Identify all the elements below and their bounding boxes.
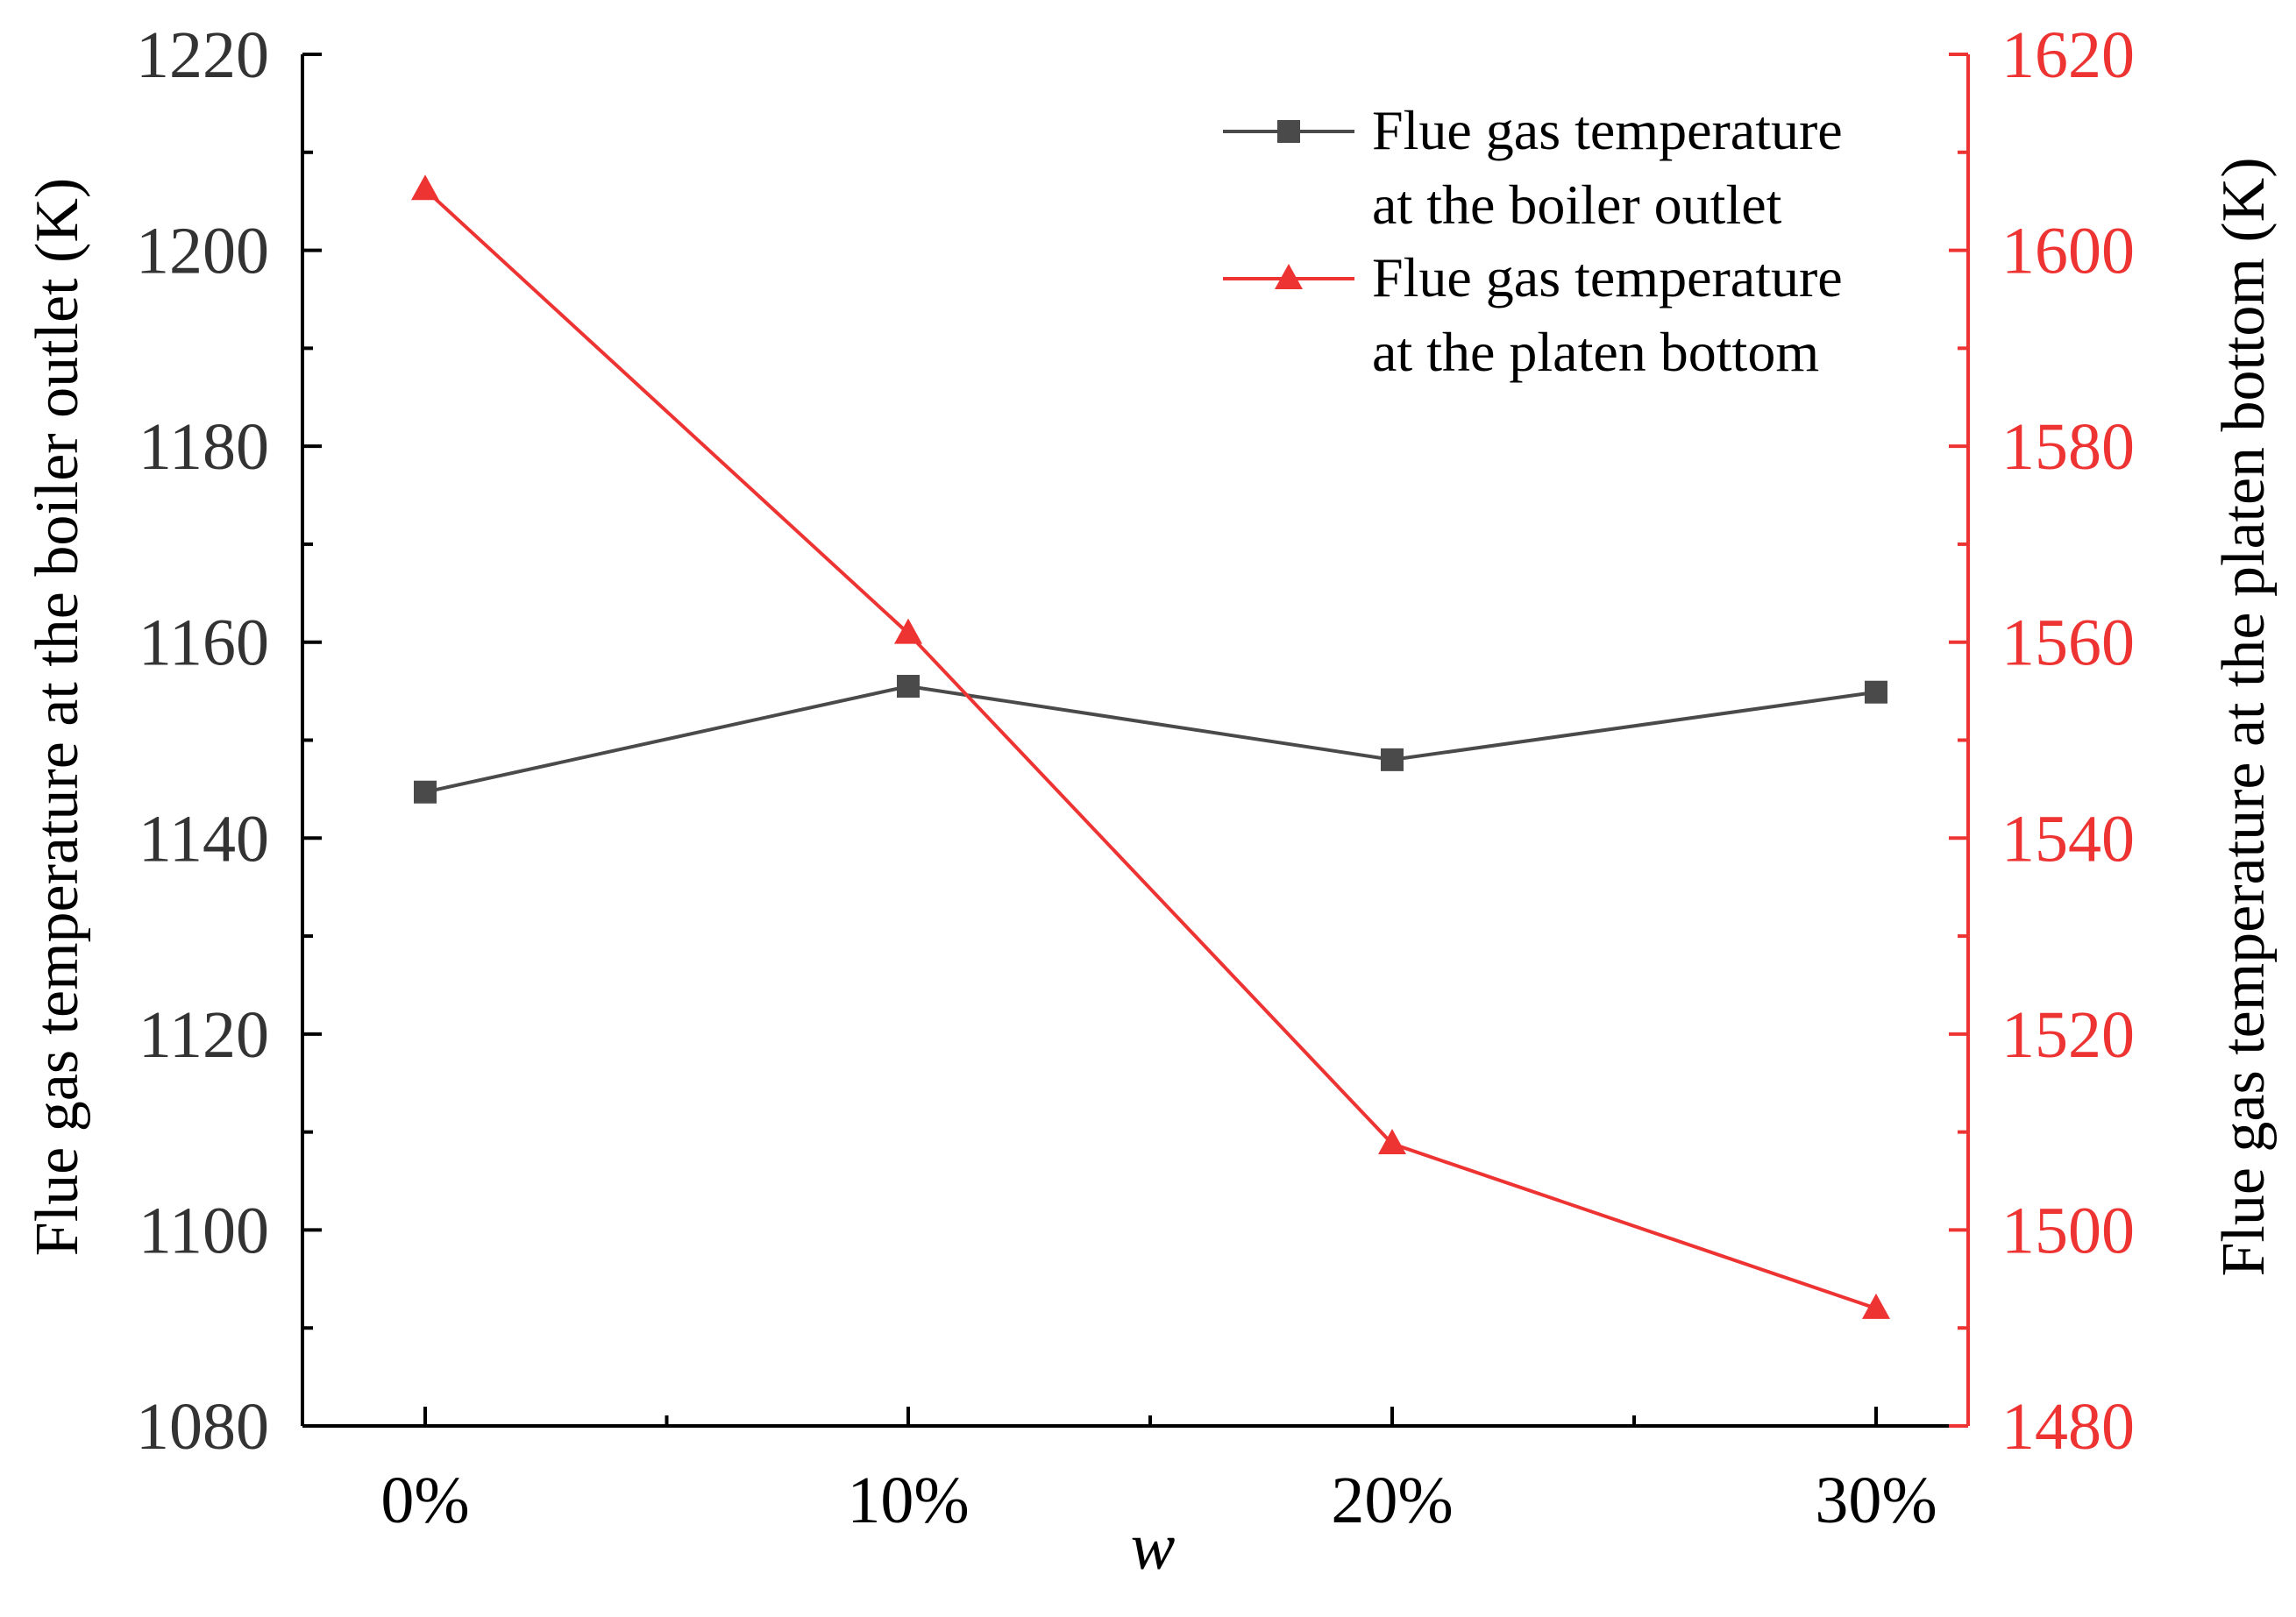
x-tick-label: 30% <box>1815 1464 1937 1537</box>
y-left-tick-label: 1220 <box>136 18 269 92</box>
x-tick-label: 0% <box>380 1464 469 1537</box>
legend-label-line-1: Flue gas temperature <box>1372 99 1843 161</box>
data-point-triangle <box>894 618 922 644</box>
data-point-triangle <box>1862 1293 1890 1319</box>
x-tick-label: 10% <box>847 1464 969 1537</box>
y-left-tick-label: 1160 <box>139 606 269 680</box>
right-axis-ticks: 1480 1500 1520 1540 1560 1580 1600 1620 <box>1949 18 2135 1464</box>
y-left-tick-label: 1180 <box>139 410 269 484</box>
series-line <box>424 684 1877 794</box>
y-right-tick-label: 1520 <box>2001 998 2135 1072</box>
data-point-square <box>897 675 920 699</box>
legend-marker-triangle <box>1275 264 1303 289</box>
x-axis-ticks: 0% 10% 20% 30% <box>380 1407 1937 1537</box>
legend-item-2: Flue gas temperature at the platen bottom <box>1223 246 1843 383</box>
y-right-tick-label: 1600 <box>2001 215 2135 288</box>
y-axis-right-title: Flue gas temperature at the platen botto… <box>2210 157 2278 1276</box>
x-tick-label: 20% <box>1331 1464 1453 1537</box>
y-right-tick-label: 1620 <box>2001 18 2135 92</box>
data-point-triangle <box>1378 1129 1406 1155</box>
series-layer <box>411 174 1890 1319</box>
series-line <box>423 188 1877 1310</box>
y-left-tick-label: 1120 <box>139 998 269 1072</box>
series-1 <box>414 675 1887 804</box>
legend-label-line-2: at the platen bottom <box>1372 321 1819 383</box>
y-left-tick-label: 1080 <box>136 1390 269 1464</box>
legend-item-1: Flue gas temperature at the boiler outlet <box>1223 99 1843 236</box>
left-axis-ticks: 1080 1100 1120 1140 1160 1180 1200 1220 <box>136 18 322 1464</box>
legend: Flue gas temperature at the boiler outlet… <box>1223 99 1843 383</box>
y-right-tick-label: 1560 <box>2001 606 2135 680</box>
y-axis-left-title: Flue gas temperature at the boiler outle… <box>24 178 91 1256</box>
y-left-tick-label: 1140 <box>139 802 269 876</box>
y-right-tick-label: 1500 <box>2001 1194 2135 1267</box>
y-right-tick-label: 1480 <box>2001 1390 2135 1464</box>
legend-label-line-1: Flue gas temperature <box>1372 246 1843 309</box>
legend-marker-square <box>1277 120 1300 143</box>
legend-label-line-2: at the boiler outlet <box>1372 174 1782 236</box>
x-axis-title: w <box>1131 1510 1176 1584</box>
data-point-square <box>414 780 437 804</box>
y-right-tick-label: 1580 <box>2001 410 2135 484</box>
y-left-tick-label: 1100 <box>139 1194 269 1267</box>
data-point-square <box>1865 680 1887 704</box>
data-point-square <box>1381 748 1404 771</box>
series-2 <box>411 174 1890 1319</box>
y-right-tick-label: 1540 <box>2001 802 2135 876</box>
data-point-triangle <box>411 174 439 201</box>
y-left-tick-label: 1200 <box>136 215 269 288</box>
